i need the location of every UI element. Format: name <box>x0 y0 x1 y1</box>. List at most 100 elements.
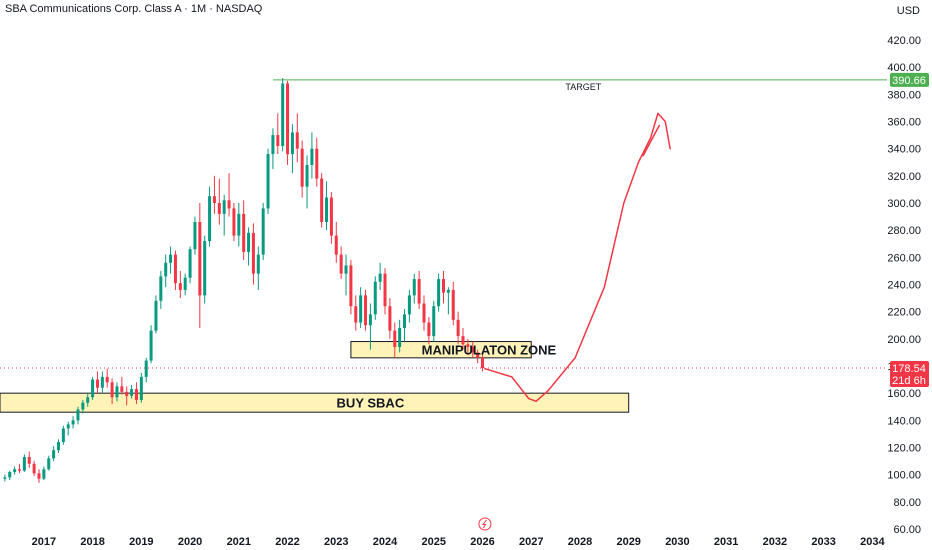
candle-body <box>388 306 392 331</box>
candle-body <box>286 83 290 155</box>
x-tick-label: 2028 <box>568 536 592 548</box>
projection-arrow-leg <box>642 124 660 157</box>
candle-body <box>398 327 402 347</box>
candle-body <box>480 357 484 368</box>
candle-body <box>315 148 319 179</box>
candle-body <box>188 249 192 278</box>
candle-body <box>393 330 397 347</box>
candle-body <box>368 314 372 326</box>
y-tick-label: 300.00 <box>887 198 921 210</box>
x-tick-label: 2023 <box>324 536 348 548</box>
y-tick-label: 320.00 <box>887 171 921 183</box>
candle-body <box>17 469 21 471</box>
buy-zone[interactable] <box>0 392 630 413</box>
y-tick-label: 260.00 <box>887 252 921 264</box>
y-tick-label: 60.00 <box>893 524 921 536</box>
candle-body <box>446 289 450 293</box>
y-tick-label: 280.00 <box>887 225 921 237</box>
candle-body <box>344 265 348 274</box>
candle-body <box>251 232 255 274</box>
lightning-icon[interactable] <box>478 517 492 531</box>
candle-body <box>169 254 173 263</box>
candle-body <box>32 463 36 474</box>
candle-body <box>149 330 153 361</box>
candle-body <box>27 457 31 464</box>
candle-body <box>422 303 426 323</box>
candle-body <box>66 424 70 429</box>
candle-body <box>237 213 241 236</box>
currency-label[interactable]: USD <box>896 5 920 17</box>
x-tick-label: 2019 <box>129 536 153 548</box>
candle-body <box>320 178 324 223</box>
candle-body <box>139 376 143 400</box>
candle-body <box>183 277 187 290</box>
candle-body <box>325 197 329 223</box>
candle-body <box>471 346 475 353</box>
candle-body <box>56 442 60 451</box>
candle-body <box>71 420 75 425</box>
y-tick-label: 200.00 <box>887 334 921 346</box>
candle-body <box>442 279 445 293</box>
candle-body <box>373 281 377 315</box>
candle-body <box>476 352 480 358</box>
candle-body <box>227 200 231 209</box>
bar-countdown: 21d 6h <box>892 375 926 387</box>
candle-body <box>466 344 470 347</box>
candle-body <box>217 203 221 214</box>
candle-body <box>334 235 338 255</box>
candle-body <box>310 148 314 165</box>
manipulation-zone-label: MANIPULATON ZONE <box>422 343 557 358</box>
candle-body <box>451 289 455 320</box>
candle-body <box>266 154 270 209</box>
y-tick-label: 340.00 <box>887 144 921 156</box>
candle-body <box>125 391 129 396</box>
x-tick-label: 2025 <box>422 536 446 548</box>
candle-body <box>134 389 138 400</box>
x-tick-label: 2021 <box>227 536 251 548</box>
y-tick-label: 120.00 <box>887 443 921 455</box>
candle-body <box>407 295 411 315</box>
candle-body <box>281 83 285 146</box>
x-tick-label: 2029 <box>616 536 640 548</box>
target-price-badge <box>890 72 929 87</box>
candle-body <box>178 283 182 290</box>
x-tick-label: 2022 <box>275 536 299 548</box>
candle-body <box>427 322 431 337</box>
candle-body <box>76 409 80 421</box>
buy-zone-label: BUY SBAC <box>337 396 405 411</box>
candle-body <box>52 450 56 459</box>
zones-layer <box>0 79 887 413</box>
x-tick-label: 2031 <box>714 536 738 548</box>
candle-body <box>61 428 65 443</box>
candle-body <box>42 469 46 479</box>
candle-body <box>247 232 251 252</box>
candle-body <box>130 389 134 396</box>
candle-body <box>456 319 460 337</box>
candles-layer <box>3 78 484 483</box>
candle-body <box>193 222 197 250</box>
y-tick-label: 220.00 <box>887 307 921 319</box>
candle-body <box>13 469 17 472</box>
candle-body <box>159 276 163 301</box>
candle-body <box>47 458 51 470</box>
candle-body <box>105 376 109 383</box>
candle-body <box>8 471 12 478</box>
candle-body <box>432 306 436 337</box>
candle-body <box>100 376 104 388</box>
candle-body <box>364 295 368 326</box>
target-label: TARGET <box>565 82 601 92</box>
candle-body <box>115 386 119 398</box>
candle-body <box>256 254 260 274</box>
target-price-value: 390.66 <box>892 75 926 87</box>
candle-body <box>261 208 265 255</box>
chart-title: SBA Communications Corp. Class A · 1M · … <box>5 3 263 15</box>
projection-path <box>484 112 671 403</box>
candle-body <box>173 254 177 284</box>
x-tick-label: 2034 <box>860 536 885 548</box>
lightning-bolt <box>481 519 487 529</box>
candle-body <box>437 279 441 307</box>
y-tick-label: 400.00 <box>887 62 921 74</box>
candle-body <box>403 314 407 328</box>
x-tick-label: 2032 <box>763 536 787 548</box>
